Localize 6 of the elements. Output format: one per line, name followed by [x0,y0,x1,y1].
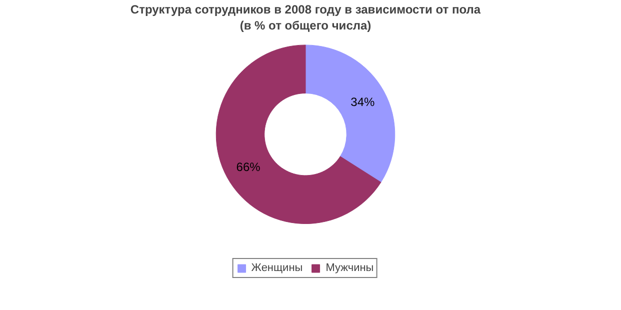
legend-label: Женщины [251,262,303,274]
data-label: 66% [236,160,261,174]
chart-subtitle: (в % от общего числа) [240,18,372,32]
legend-label: Мужчины [326,262,374,274]
data-label: 34% [350,94,376,109]
chart-title: Структура сотрудников в 2008 году в зависимости от пола [130,2,481,16]
